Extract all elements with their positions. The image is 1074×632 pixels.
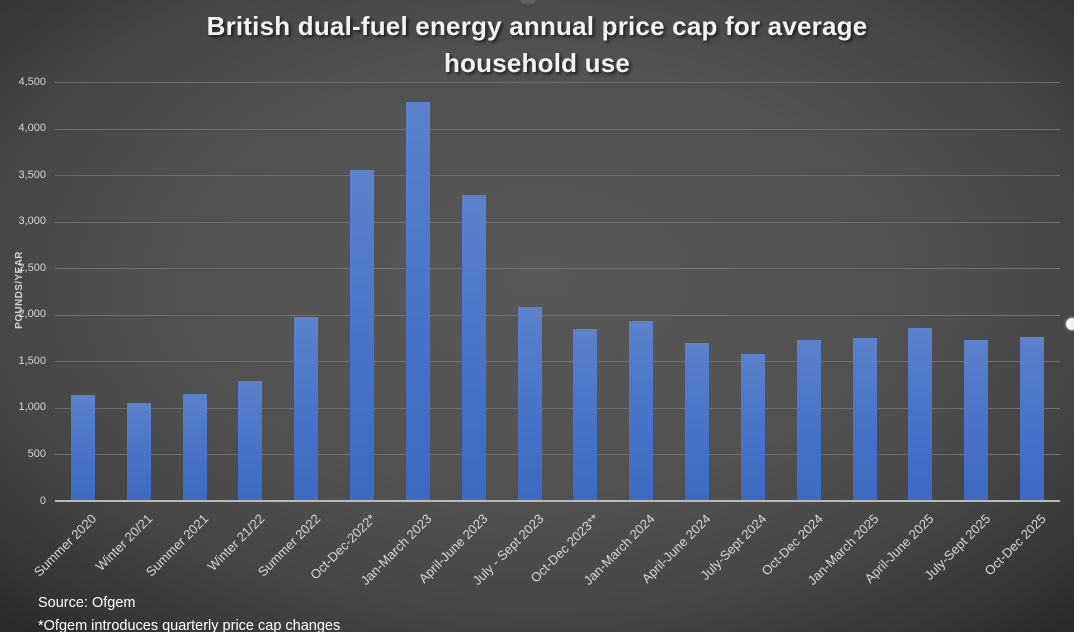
gridline-4000	[55, 128, 1060, 130]
bar-jan-march-2025	[852, 338, 877, 500]
chart-footer: Source: Ofgem *Ofgem introduces quarterl…	[38, 592, 340, 632]
bar-winter-20-21	[126, 403, 151, 500]
y-tick-label-1000: 1,000	[18, 401, 46, 414]
bar-april-june-2024	[685, 342, 710, 500]
gridline-1000	[55, 407, 1060, 409]
bar-oct-dec-2025	[1020, 336, 1045, 500]
y-tick-label-4000: 4,000	[18, 122, 46, 135]
cursor-dot	[1066, 318, 1074, 330]
bar-july-sept-2024	[740, 354, 765, 500]
gridline-500	[55, 454, 1060, 456]
y-tick-label-4500: 4,500	[18, 75, 46, 88]
bar-winter-21-22	[238, 381, 263, 500]
gridline-2000	[55, 314, 1060, 316]
y-tick-label-500: 500	[27, 447, 46, 460]
chart-title-line-1: British dual-fuel energy annual price ca…	[206, 11, 868, 41]
bar-summer-2020	[70, 395, 95, 500]
source-text: Source: Ofgem	[38, 595, 136, 611]
gridline-2500	[55, 268, 1060, 270]
gridline-1500	[55, 361, 1060, 363]
plot-area	[55, 82, 1060, 502]
bar-jan-march-2024	[629, 320, 654, 500]
bar-oct-dec-2023-	[573, 329, 598, 500]
bar-july-sept-2023	[517, 306, 542, 500]
y-tick-label-2500: 2,500	[18, 261, 46, 274]
bar-april-june-2023	[461, 194, 486, 500]
y-tick-label-0: 0	[39, 494, 46, 507]
x-tick-label-summer-2020: Summer 2020	[31, 511, 100, 580]
footnote-text: *Ofgem introduces quarterly price cap ch…	[38, 618, 341, 632]
gridline-4500	[55, 82, 1060, 83]
bar-summer-2022	[294, 316, 319, 500]
chart-title-line-2: household use	[443, 48, 631, 78]
y-tick-label-2000: 2,000	[18, 308, 46, 321]
bar-summer-2021	[182, 394, 207, 500]
bar-april-june-2025	[908, 327, 933, 500]
bar-jan-march-2023	[405, 101, 430, 500]
top-edge-handle	[520, 0, 536, 4]
gridline-3000	[55, 221, 1060, 223]
x-axis-line	[55, 500, 1060, 502]
y-tick-label-1500: 1,500	[18, 354, 46, 367]
y-tick-label-3500: 3,500	[18, 168, 46, 181]
bar-oct-dec-2024	[796, 340, 821, 500]
bar-oct-dec-2022-	[350, 169, 375, 500]
chart-title: British dual-fuel energy annual price ca…	[0, 8, 1074, 82]
gridline-3500	[55, 175, 1060, 177]
bar-july-sept-2025	[964, 339, 989, 500]
y-tick-label-3000: 3,000	[18, 215, 46, 228]
